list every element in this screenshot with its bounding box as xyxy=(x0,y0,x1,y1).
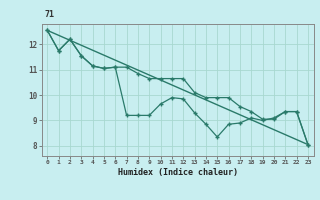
X-axis label: Humidex (Indice chaleur): Humidex (Indice chaleur) xyxy=(118,168,237,177)
Text: 71: 71 xyxy=(44,10,54,19)
